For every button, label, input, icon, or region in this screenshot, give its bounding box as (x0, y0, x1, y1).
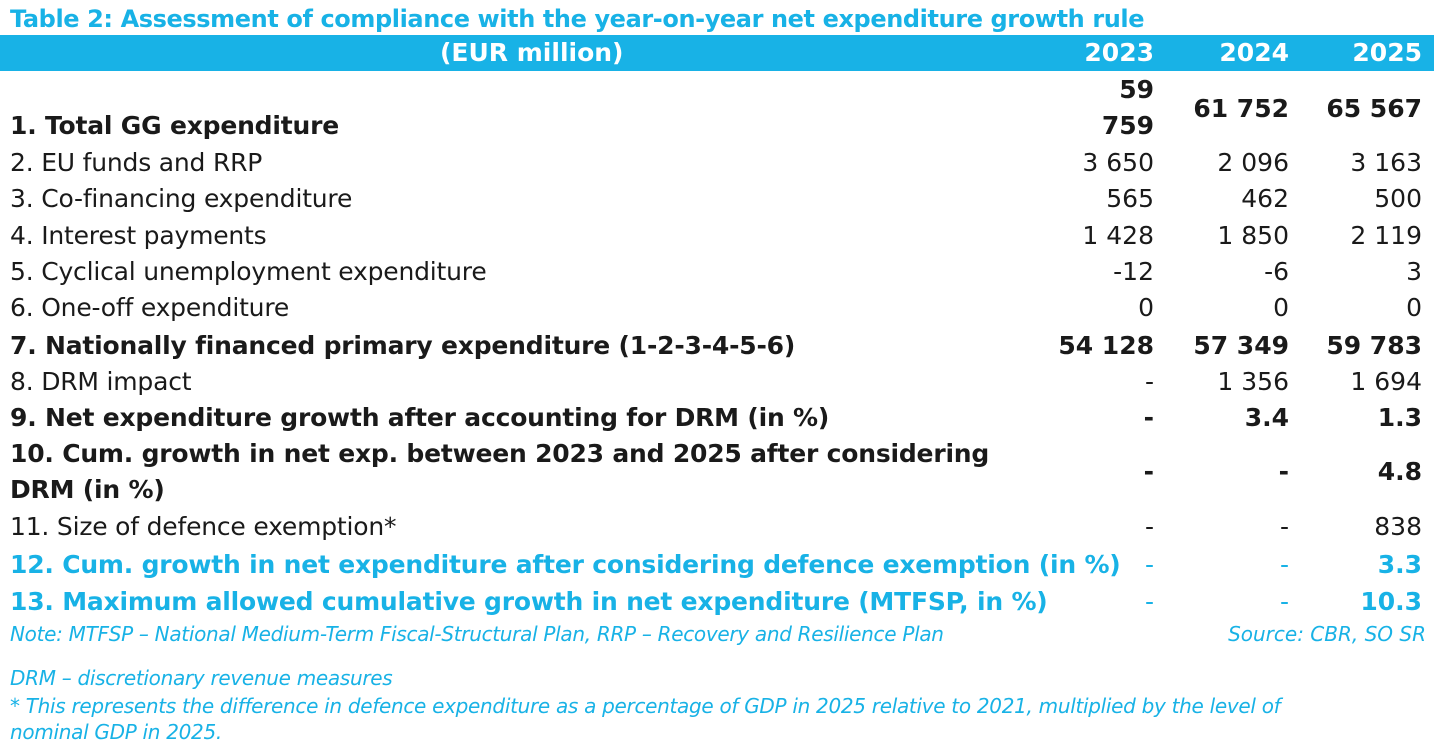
table-row: 3. Co-financing expenditure 565 462 500 (0, 181, 1434, 217)
table-row: 1. Total GG expenditure 59 759 61 752 65… (0, 72, 1434, 144)
row-value-2023: 54 128 (1058, 331, 1154, 360)
row-value-2025: 3 (1406, 257, 1422, 286)
table-source: Source: CBR, SO SR (1228, 622, 1426, 646)
row-value-2023: - (1143, 403, 1154, 432)
row-value-2024: 3.4 (1244, 403, 1289, 432)
row-value-2023: - (1144, 550, 1154, 579)
table-row: 8. DRM impact - 1 356 1 694 (0, 364, 1434, 400)
table-row: 7. Nationally financed primary expenditu… (0, 327, 1434, 364)
row-label: 10. Cum. growth in net exp. between 2023… (10, 439, 990, 468)
footnote-continued: nominal GDP in 2025. (10, 720, 222, 744)
row-value-2024: 1 356 (1217, 367, 1289, 396)
row-value-2024: - (1279, 587, 1289, 616)
row-value-2024: - (1279, 550, 1289, 579)
table-row: 4. Interest payments 1 428 1 850 2 119 (0, 218, 1434, 254)
row-label: 4. Interest payments (10, 221, 267, 250)
table-row: 9. Net expenditure growth after accounti… (0, 400, 1434, 436)
table-row: 13. Maximum allowed cumulative growth in… (0, 583, 1434, 620)
row-value-2023: -12 (1113, 257, 1154, 286)
table-row: 6. One-off expenditure 0 0 0 (0, 290, 1434, 326)
row-value-2023: - (1144, 512, 1154, 541)
table-note: Note: MTFSP – National Medium-Term Fisca… (10, 622, 944, 646)
row-value-2023: 59 759 (1101, 75, 1154, 140)
table-row: 11. Size of defence exemption* - - 838 (0, 509, 1434, 545)
row-value-2025: 1 694 (1350, 367, 1422, 396)
table-row: 12. Cum. growth in net expenditure after… (0, 546, 1434, 583)
row-value-2024: 462 (1241, 184, 1289, 213)
table-row: 5. Cyclical unemployment expenditure -12… (0, 254, 1434, 290)
row-label: 7. Nationally financed primary expenditu… (10, 331, 796, 360)
row-value-2023: 565 (1106, 184, 1154, 213)
row-label-continued: DRM (in %) (10, 475, 165, 504)
row-value-2025: 838 (1374, 512, 1422, 541)
drm-definition: DRM – discretionary revenue measures (10, 666, 393, 690)
header-year-2024: 2024 (1219, 38, 1289, 67)
row-value-2023: - (1143, 457, 1154, 486)
row-value-2024: -6 (1264, 257, 1289, 286)
row-label: 12. Cum. growth in net expenditure after… (10, 550, 1121, 579)
row-value-2025: 65 567 (1326, 94, 1422, 123)
row-label: 8. DRM impact (10, 367, 192, 396)
row-value-2023: 1 428 (1082, 221, 1154, 250)
row-label: 3. Co-financing expenditure (10, 184, 353, 213)
row-value-2025: 3 163 (1350, 148, 1422, 177)
row-value-2025: 0 (1406, 293, 1422, 322)
row-value-2024: - (1278, 457, 1289, 486)
header-year-2025: 2025 (1352, 38, 1422, 67)
row-value-2025: 500 (1374, 184, 1422, 213)
footnote: * This represents the difference in defe… (10, 694, 1281, 718)
row-value-2025: 59 783 (1326, 331, 1422, 360)
table-title: Table 2: Assessment of compliance with t… (10, 5, 1145, 33)
table-row: 2. EU funds and RRP 3 650 2 096 3 163 (0, 145, 1434, 181)
row-value-2024: 1 850 (1217, 221, 1289, 250)
table-row: 10. Cum. growth in net exp. between 2023… (0, 436, 1434, 508)
row-value-2025: 3.3 (1377, 550, 1422, 579)
row-value-2025: 10.3 (1360, 587, 1422, 616)
row-value-2025: 1.3 (1377, 403, 1422, 432)
row-label: 13. Maximum allowed cumulative growth in… (10, 587, 1048, 616)
row-value-2023: 3 650 (1082, 148, 1154, 177)
row-label: 9. Net expenditure growth after accounti… (10, 403, 830, 432)
row-label: 1. Total GG expenditure (10, 111, 339, 140)
header-year-2023: 2023 (1084, 38, 1154, 67)
row-value-2025: 2 119 (1350, 221, 1422, 250)
row-value-2024: - (1279, 512, 1289, 541)
row-label: 5. Cyclical unemployment expenditure (10, 257, 487, 286)
row-value-2024: 2 096 (1217, 148, 1289, 177)
row-label: 6. One-off expenditure (10, 293, 290, 322)
header-unit-label: (EUR million) (440, 38, 624, 67)
row-value-2025: 4.8 (1377, 457, 1422, 486)
row-label: 11. Size of defence exemption* (10, 512, 397, 541)
row-value-2024: 0 (1273, 293, 1289, 322)
row-value-2023: - (1144, 587, 1154, 616)
row-label: 2. EU funds and RRP (10, 148, 263, 177)
row-value-2024: 57 349 (1193, 331, 1289, 360)
table-header: (EUR million) 2023 2024 2025 (0, 35, 1434, 71)
row-value-2024: 61 752 (1193, 94, 1289, 123)
row-value-2023: - (1144, 367, 1154, 396)
row-value-2023: 0 (1138, 293, 1154, 322)
